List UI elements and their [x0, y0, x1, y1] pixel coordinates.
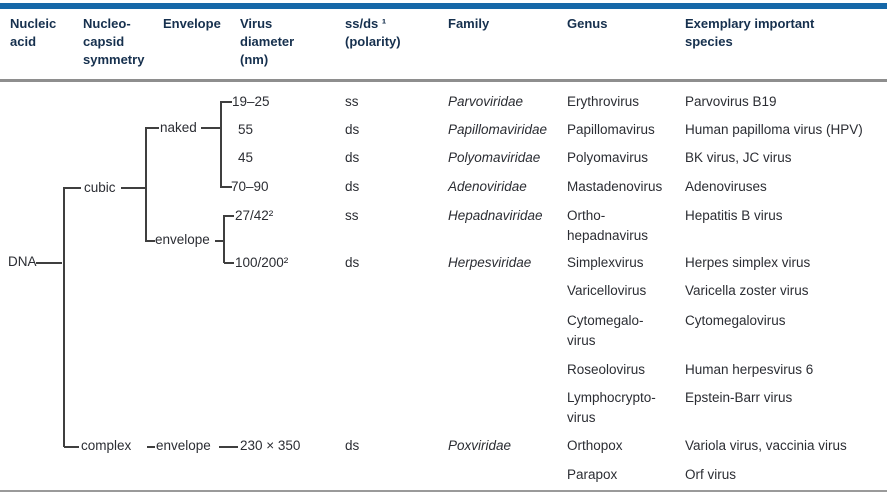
tree-line-complex-left	[64, 446, 79, 448]
tree-line-envelope-diameter	[219, 446, 238, 448]
tree-label-envelope-cubic: envelope	[155, 232, 210, 247]
ssds-value: ds	[345, 438, 360, 453]
tree-label-envelope-complex: envelope	[156, 438, 211, 453]
species-name: Epstein-Barr virus	[685, 390, 793, 405]
tree-label-complex: complex	[81, 438, 132, 453]
tree-label-cubic: cubic	[84, 180, 116, 195]
genus-name: Polyomavirus	[567, 150, 649, 165]
species-name: Human papilloma virus (HPV)	[685, 122, 863, 137]
genus-name: Lymphocrypto- virus	[567, 390, 656, 425]
species-name: Variola virus, vaccinia virus	[685, 438, 847, 453]
family-name: Hepadnaviridae	[448, 208, 543, 223]
ssds-value: ss	[345, 94, 359, 109]
species-name: Human herpesvirus 6	[685, 362, 814, 377]
species-name: Hepatitis B virus	[685, 208, 783, 223]
tree-line-complex-envelope	[147, 446, 155, 448]
diameter-value: 45	[238, 150, 254, 165]
genus-name: Erythrovirus	[567, 94, 640, 109]
col-header-family: Family	[448, 16, 490, 31]
genus-name: Cytomegalo- virus	[567, 313, 644, 348]
family-name: Adenoviridae	[448, 179, 527, 194]
diameter-value: 230 × 350	[240, 438, 301, 453]
col-header-ss-ds-polarity: ss/ds ¹ (polarity)	[345, 16, 401, 49]
tree-line-cubic-left	[64, 187, 81, 189]
tree-line-main-vertical	[63, 187, 65, 447]
header-bottom-rule	[0, 79, 887, 82]
family-name: Parvoviridae	[448, 94, 524, 109]
col-header-envelope: Envelope	[163, 16, 221, 31]
genus-name: Simplexvirus	[567, 255, 644, 270]
genus-name: Ortho- hepadnavirus	[567, 208, 649, 243]
species-name: Parvovirus B19	[685, 94, 777, 109]
diameter-value: 27/42²	[235, 208, 274, 223]
ssds-value: ds	[345, 150, 360, 165]
tree-line-envelope-left	[146, 240, 155, 242]
genus-name: Papillomavirus	[567, 122, 655, 137]
genus-name: Parapox	[567, 467, 618, 482]
tree-line-naked-left	[146, 127, 159, 129]
ssds-value: ds	[345, 179, 360, 194]
tree-line-dna-branch	[36, 262, 62, 264]
genus-name: Orthopox	[567, 438, 623, 453]
tree-line-naked-right	[201, 127, 220, 129]
ssds-value: ss	[345, 208, 359, 223]
species-name: Adenoviruses	[685, 179, 767, 194]
tree-label-dna: DNA	[8, 254, 37, 269]
tree-line-naked-tick-bottom	[221, 186, 232, 188]
tree-line-envelope-bracket	[223, 215, 225, 263]
tree-line-env-tick-top	[224, 215, 234, 217]
tree-line-envelope-right	[215, 240, 224, 242]
species-name: Herpes simplex virus	[685, 255, 811, 270]
tree-line-naked-tick-top	[221, 101, 232, 103]
table-bottom-rule	[0, 490, 887, 492]
family-name: Poxviridae	[448, 438, 512, 453]
diameter-value: 100/200²	[235, 255, 289, 270]
col-header-nucleocapsid-symmetry: Nucleo- capsid symmetry	[83, 16, 145, 67]
genus-name: Roseolovirus	[567, 362, 646, 377]
species-name: Orf virus	[685, 467, 737, 482]
top-border-rule	[0, 3, 887, 9]
diameter-value: 70–90	[231, 179, 269, 194]
diameter-value: 19–25	[232, 94, 270, 109]
genus-name: Varicellovirus	[567, 283, 647, 298]
species-name: Varicella zoster virus	[685, 283, 809, 298]
col-header-genus: Genus	[567, 16, 608, 31]
tree-line-cubic-right	[121, 187, 146, 189]
species-name: BK virus, JC virus	[685, 150, 792, 165]
ssds-value: ds	[345, 255, 360, 270]
species-name: Cytomegalovirus	[685, 313, 786, 328]
tree-line-env-tick-bottom	[224, 262, 234, 264]
col-header-virus-diameter: Virus diameter (nm)	[240, 16, 295, 67]
genus-name: Mastadenovirus	[567, 179, 663, 194]
tree-line-naked-bracket	[220, 101, 222, 188]
col-header-exemplary-species: Exemplary important species	[685, 16, 815, 49]
ssds-value: ds	[345, 122, 360, 137]
tree-line-cubic-vertical	[145, 127, 147, 242]
tree-label-naked: naked	[160, 120, 197, 135]
family-name: Polyomaviridae	[448, 150, 541, 165]
family-name: Herpesviridae	[448, 255, 532, 270]
diameter-value: 55	[238, 122, 254, 137]
family-name: Papillomaviridae	[448, 122, 548, 137]
col-header-nucleic-acid: Nucleic acid	[10, 16, 57, 49]
